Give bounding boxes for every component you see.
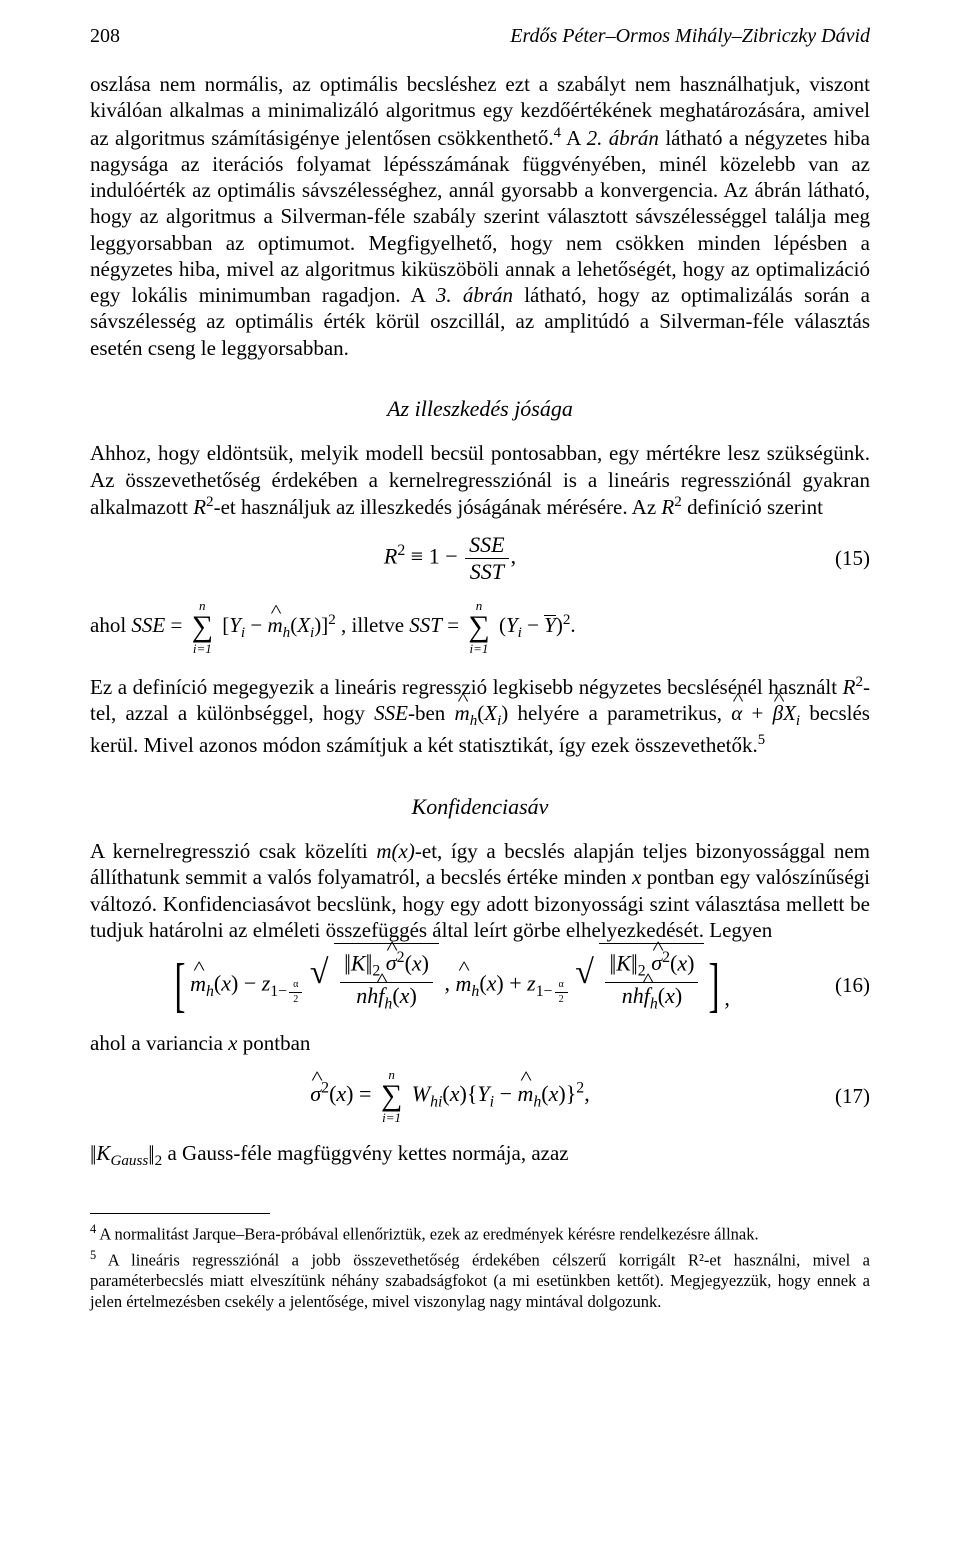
variance-intro: ahol a variancia x pontban (90, 1030, 870, 1056)
gauss-norm-line: ||KGauss||2 a Gauss-féle magfüggvény ket… (90, 1140, 870, 1171)
paragraph-1: oszlása nem normális, az optimális becsl… (90, 71, 870, 361)
paragraph-2: Ahhoz, hogy eldöntsük, melyik modell bec… (90, 440, 870, 520)
section-title-fit: Az illeszkedés jósága (90, 395, 870, 423)
section-title-confidence: Konfidenciasáv (90, 793, 870, 821)
sse-sst-definitions: ahol SSE = n ∑ i=1 [Yi − mh(Xi)]2 , ille… (90, 599, 870, 655)
footnote-separator (90, 1213, 270, 1214)
paragraph-4: A kernelregresszió csak közelíti m(x)-et… (90, 838, 870, 943)
paragraph-3: Ez a definíció megegyezik a lineáris reg… (90, 673, 870, 759)
equation-15: R2 ≡ 1 − SSE SST , (15) (90, 534, 870, 583)
page-number: 208 (90, 24, 120, 49)
running-authors: Erdős Péter–Ormos Mihály–Zibriczky Dávid (510, 24, 870, 49)
equation-16: [ mh(x) − z1−α2 √ ||K||2 σ2(x) nhfh(x) ,… (90, 957, 870, 1014)
equation-17: σ2(x) = n ∑ i=1 Whi(x){Yi − mh(x)}2, (17… (90, 1068, 870, 1124)
footnotes: 4 A normalitást Jarque–Bera-próbával ell… (90, 1222, 870, 1313)
fn5-ref: 5 (758, 732, 765, 748)
fn4-ref: 4 (554, 125, 561, 141)
